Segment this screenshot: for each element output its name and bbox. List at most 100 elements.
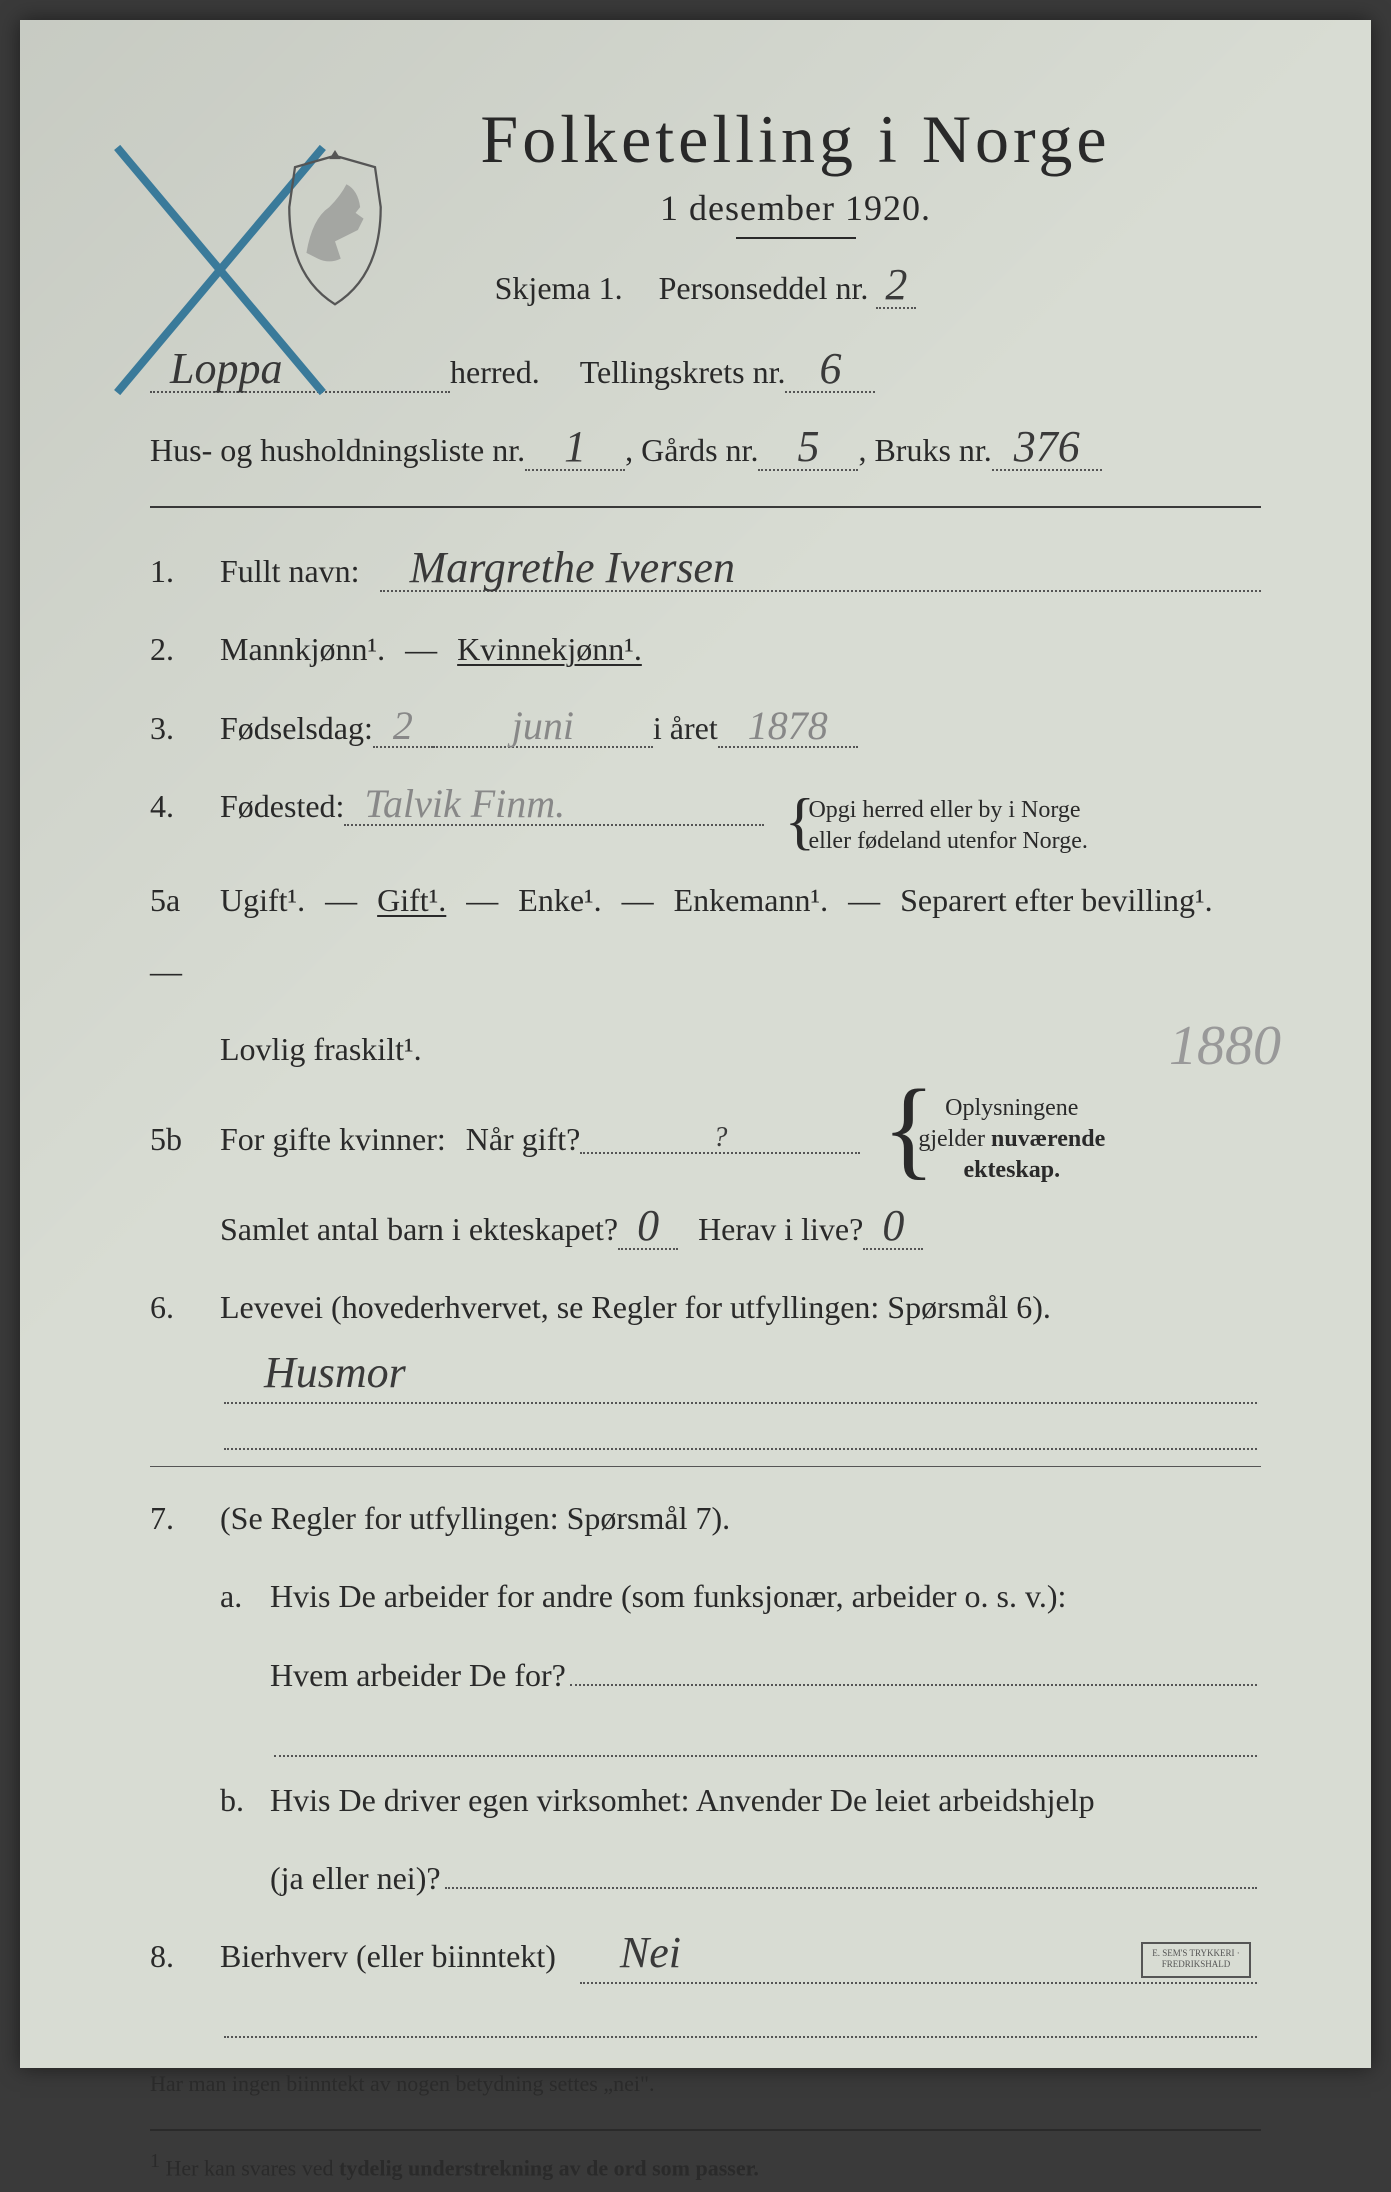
gards-label: , Gårds nr.: [625, 415, 758, 485]
q7b-row2: (ja eller nei)?: [150, 1843, 1261, 1913]
footnote-2-text: Her kan svares ved tydelig understreknin…: [166, 2155, 759, 2180]
q1-num: 1.: [150, 536, 220, 606]
herred-label: herred.: [450, 337, 540, 407]
q7-label: (Se Regler for utfyllingen: Spørsmål 7).: [220, 1483, 730, 1553]
q5b-when-value: ?: [580, 1124, 860, 1154]
divider-2: [150, 1466, 1261, 1467]
divider-1: [150, 506, 1261, 508]
q4-note-l2: eller fødeland utenfor Norge.: [808, 828, 1087, 854]
q5b-children-value: 0: [618, 1204, 678, 1250]
q6-value-row: Husmor: [150, 1351, 1261, 1404]
herred-row: Loppa herred. Tellingskrets nr. 6: [150, 337, 1261, 407]
q5b-side-l3: ekteskap.: [963, 1157, 1060, 1183]
q5b-num: 5b: [150, 1104, 220, 1174]
blank-line-1: [224, 1412, 1257, 1450]
tellingskrets-label: Tellingskrets nr.: [580, 337, 786, 407]
q5a-ugift: Ugift¹.: [220, 865, 305, 935]
q5a-gift: Gift¹.: [377, 865, 446, 935]
q7b-line2: (ja eller nei)?: [270, 1843, 441, 1913]
dash-1: —: [325, 865, 357, 935]
tellingskrets-no: 6: [785, 347, 875, 393]
q7a-blank-row: [150, 1718, 1261, 1756]
q3-day: 2: [373, 706, 433, 748]
q5a-enkemann: Enkemann¹.: [674, 865, 828, 935]
blank-line-2: [274, 1718, 1257, 1756]
husliste-label: Hus- og husholdningsliste nr.: [150, 415, 525, 485]
q6-blank-row: [150, 1412, 1261, 1450]
form-header: Folketelling i Norge 1 desember 1920.: [330, 100, 1261, 239]
q7b-label: b.: [220, 1765, 270, 1835]
q7b-line1: Hvis De driver egen virksomhet: Anvender…: [270, 1765, 1095, 1835]
footnote-2: 1 Her kan svares ved tydelig understrekn…: [150, 2129, 1261, 2192]
q6-num: 6.: [150, 1272, 220, 1342]
q5a-num: 5a: [150, 865, 220, 935]
q5b-row2: Samlet antal barn i ekteskapet? 0 Herav …: [150, 1194, 1261, 1264]
footnote-2-num: 1: [150, 2150, 160, 2172]
q4-num: 4.: [150, 771, 220, 841]
q4-value: Talvik Finm.: [344, 784, 764, 826]
q2-num: 2.: [150, 614, 220, 684]
q5a-fraskilt: Lovlig fraskilt¹.: [220, 1014, 422, 1084]
printer-stamp: E. SEM'S TRYKKERI · FREDRIKSHALD: [1141, 1942, 1251, 1978]
q7b-blank: [445, 1851, 1257, 1889]
blank-line-3: [224, 2000, 1257, 2038]
bruks-no: 376: [992, 425, 1102, 471]
dash-2: —: [466, 865, 498, 935]
q5a-enke: Enke¹.: [518, 865, 601, 935]
q2-dash: —: [405, 614, 437, 684]
q7a-row1: a. Hvis De arbeider for andre (som funks…: [150, 1561, 1261, 1631]
slip-label: Personseddel nr.: [659, 270, 869, 306]
q8-row: 8. Bierhverv (eller biinntekt) Nei: [150, 1921, 1261, 1991]
coat-of-arms: [275, 150, 395, 310]
q4-label: Fødested:: [220, 771, 344, 841]
q1-label: Fullt navn:: [220, 536, 360, 606]
q1-value: Margrethe Iversen: [380, 546, 1261, 592]
q3-month: juni: [433, 706, 653, 748]
q3-year-label: i året: [653, 693, 718, 763]
gards-no: 5: [758, 425, 858, 471]
q6-row: 6. Levevei (hovederhvervet, se Regler fo…: [150, 1272, 1261, 1342]
q5b-side-l1: Oplysningene: [945, 1095, 1078, 1121]
q5b-row1: 5b For gifte kvinner: Når gift? ? Oplysn…: [150, 1093, 1261, 1187]
q7a-blank: [570, 1647, 1257, 1685]
q5b-label: For gifte kvinner:: [220, 1104, 446, 1174]
q7-row: 7. (Se Regler for utfyllingen: Spørsmål …: [150, 1483, 1261, 1553]
q1-row: 1. Fullt navn: Margrethe Iversen: [150, 536, 1261, 606]
q2-row: 2. Mannkjønn¹. — Kvinnekjønn¹.: [150, 614, 1261, 684]
q3-row: 3. Fødselsdag: 2 juni i året 1878: [150, 693, 1261, 763]
q8-label: Bierhverv (eller biinntekt): [220, 1921, 556, 1991]
margin-year-1880: 1880: [1169, 985, 1281, 1108]
q7a-row2: Hvem arbeider De for?: [150, 1640, 1261, 1710]
q4-note: Opgi herred eller by i Norge eller fødel…: [784, 795, 1087, 857]
q7-num: 7.: [150, 1483, 220, 1553]
q4-row: 4. Fødested: Talvik Finm. Opgi herred el…: [150, 771, 1261, 857]
footnote-1: Har man ingen biinntekt av nogen betydni…: [150, 2060, 1261, 2108]
q3-label: Fødselsdag:: [220, 693, 373, 763]
q6-value: Husmor: [224, 1351, 1257, 1404]
q5b-side-l2: gjelder nuværende: [918, 1126, 1105, 1152]
q5a-separert: Separert efter bevilling¹.: [900, 865, 1213, 935]
q5a-row2: Lovlig fraskilt¹.: [150, 1014, 1261, 1084]
form-body: Loppa herred. Tellingskrets nr. 6 Hus- o…: [150, 337, 1261, 2192]
q5b-children-label: Samlet antal barn i ekteskapet?: [220, 1194, 618, 1264]
q3-year: 1878: [718, 706, 858, 748]
q4-note-l1: Opgi herred eller by i Norge: [808, 797, 1080, 823]
title-rule: [736, 237, 856, 239]
husliste-no: 1: [525, 425, 625, 471]
q7a-label: a.: [220, 1561, 270, 1631]
q2-female: Kvinnekjønn¹.: [457, 614, 642, 684]
schema-prefix: Skjema 1.: [495, 270, 623, 306]
q7a-line2: Hvem arbeider De for?: [270, 1640, 566, 1710]
q5b-side-note: Oplysningene gjelder nuværende ekteskap.: [890, 1093, 1105, 1187]
q8-blank-row: [150, 2000, 1261, 2038]
slip-number: 2: [876, 263, 916, 309]
herred-value: Loppa: [150, 347, 450, 393]
dash-4: —: [848, 865, 880, 935]
dash-3: —: [622, 865, 654, 935]
q5b-alive-label: Herav i live?: [698, 1194, 863, 1264]
form-date: 1 desember 1920.: [330, 187, 1261, 229]
bruks-label: , Bruks nr.: [858, 415, 991, 485]
q2-male: Mannkjønn¹.: [220, 614, 385, 684]
q7a-line1: Hvis De arbeider for andre (som funksjon…: [270, 1561, 1066, 1631]
form-title: Folketelling i Norge: [330, 100, 1261, 179]
